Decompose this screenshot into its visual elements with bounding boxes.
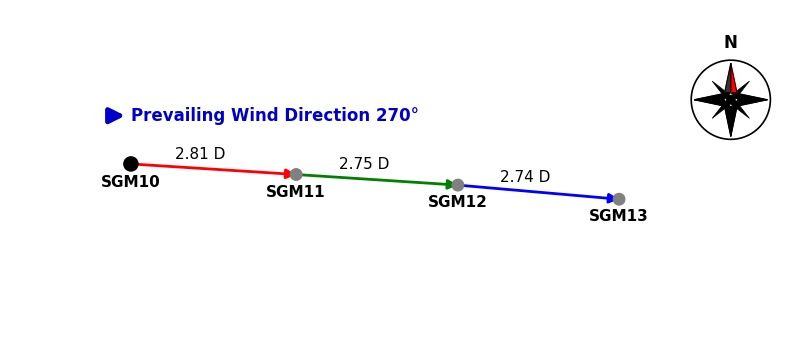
Polygon shape: [727, 81, 749, 102]
Text: 2.81 D: 2.81 D: [175, 147, 225, 161]
Polygon shape: [730, 63, 737, 98]
Circle shape: [124, 157, 138, 171]
Text: SGM11: SGM11: [266, 185, 325, 199]
Polygon shape: [693, 100, 728, 107]
Polygon shape: [693, 92, 728, 100]
Polygon shape: [730, 101, 737, 136]
Text: 2.75 D: 2.75 D: [338, 157, 388, 172]
Polygon shape: [723, 63, 730, 98]
Polygon shape: [732, 92, 766, 100]
Polygon shape: [727, 97, 749, 118]
Circle shape: [612, 193, 624, 205]
Text: SGM13: SGM13: [589, 209, 648, 224]
Polygon shape: [711, 81, 732, 102]
Text: N: N: [723, 34, 737, 52]
Text: Prevailing Wind Direction 270°: Prevailing Wind Direction 270°: [131, 107, 418, 125]
Polygon shape: [732, 100, 766, 107]
Text: SGM12: SGM12: [427, 195, 487, 210]
Circle shape: [452, 179, 463, 191]
Text: SGM10: SGM10: [101, 175, 161, 190]
Circle shape: [290, 169, 302, 180]
Text: 2.74 D: 2.74 D: [500, 169, 550, 185]
Polygon shape: [723, 101, 730, 136]
Polygon shape: [711, 97, 732, 118]
